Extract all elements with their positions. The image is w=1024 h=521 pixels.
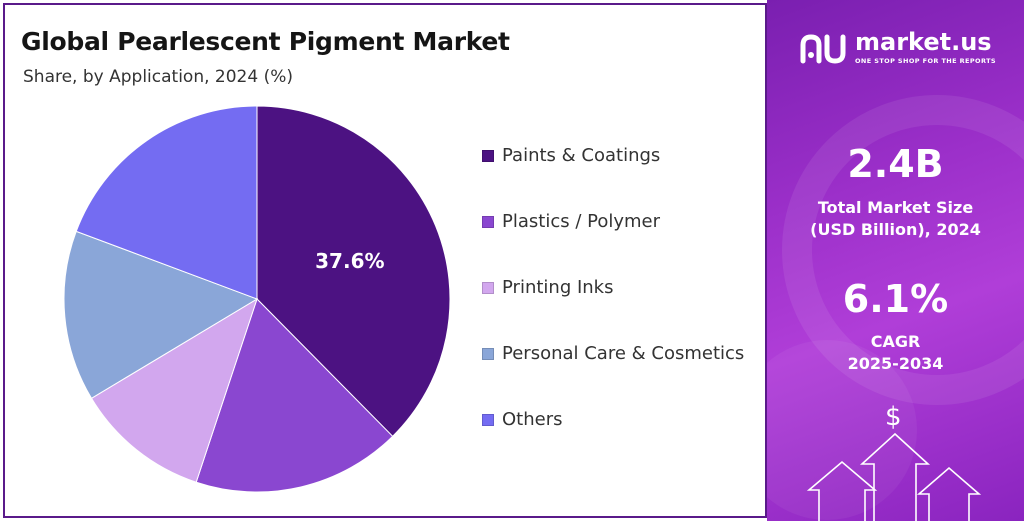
brand-tagline: ONE STOP SHOP FOR THE REPORTS <box>855 57 996 65</box>
decor-ring <box>767 340 917 520</box>
legend-label: Others <box>502 409 563 430</box>
cagr-label: CAGR <box>870 332 921 351</box>
decor-ring <box>782 95 1024 405</box>
legend-item: Personal Care & Cosmetics <box>482 343 744 364</box>
cagr-period: 2025-2034 <box>847 354 944 373</box>
pie-slice-printing-inks <box>90 297 258 483</box>
background-decor <box>767 95 1024 521</box>
legend-item: Others <box>482 409 563 430</box>
legend-item: Paints & Coatings <box>482 145 660 166</box>
legend-swatch <box>482 149 494 162</box>
pie-slice-personal-care-cosmetics <box>63 230 259 399</box>
legend-label: Plastics / Polymer <box>502 211 660 232</box>
data-label: 37.6% <box>315 249 384 273</box>
summary-panel: market.us ONE STOP SHOP FOR THE REPORTS … <box>767 0 1024 521</box>
legend-label: Paints & Coatings <box>502 145 661 166</box>
chart-panel: Global Pearlescent Pigment Market Share,… <box>3 3 767 518</box>
legend-swatch <box>482 413 494 426</box>
legend-item: Printing Inks <box>482 277 613 298</box>
legend-swatch <box>482 281 494 294</box>
legend-item: Plastics / Polymer <box>482 211 660 232</box>
legend-label: Personal Care & Cosmetics <box>502 343 745 364</box>
market-size-value: 2.4B <box>847 142 944 186</box>
growth-arrows-icon <box>806 432 982 521</box>
legend-swatch <box>482 347 494 360</box>
legend-label: Printing Inks <box>502 277 614 298</box>
brand-name: market.us <box>855 28 992 56</box>
market-size-label-line1: Total Market Size <box>817 198 974 217</box>
market-us-logo-icon <box>800 33 846 64</box>
cagr-value: 6.1% <box>842 277 949 321</box>
chart-subtitle: Share, by Application, 2024 (%) <box>23 67 293 87</box>
pie-slice-plastics-polymer <box>195 298 394 493</box>
pie-chart: 37.6% <box>63 105 451 493</box>
dollar-icon: $ <box>885 402 902 432</box>
pie-slice-paints-coatings <box>256 105 451 438</box>
pie-slice-others <box>75 105 258 300</box>
chart-title: Global Pearlescent Pigment Market <box>21 27 510 56</box>
market-size-label-line2: (USD Billion), 2024 <box>810 220 981 239</box>
legend-swatch <box>482 215 494 228</box>
brand-logo: market.us ONE STOP SHOP FOR THE REPORTS <box>799 30 996 65</box>
